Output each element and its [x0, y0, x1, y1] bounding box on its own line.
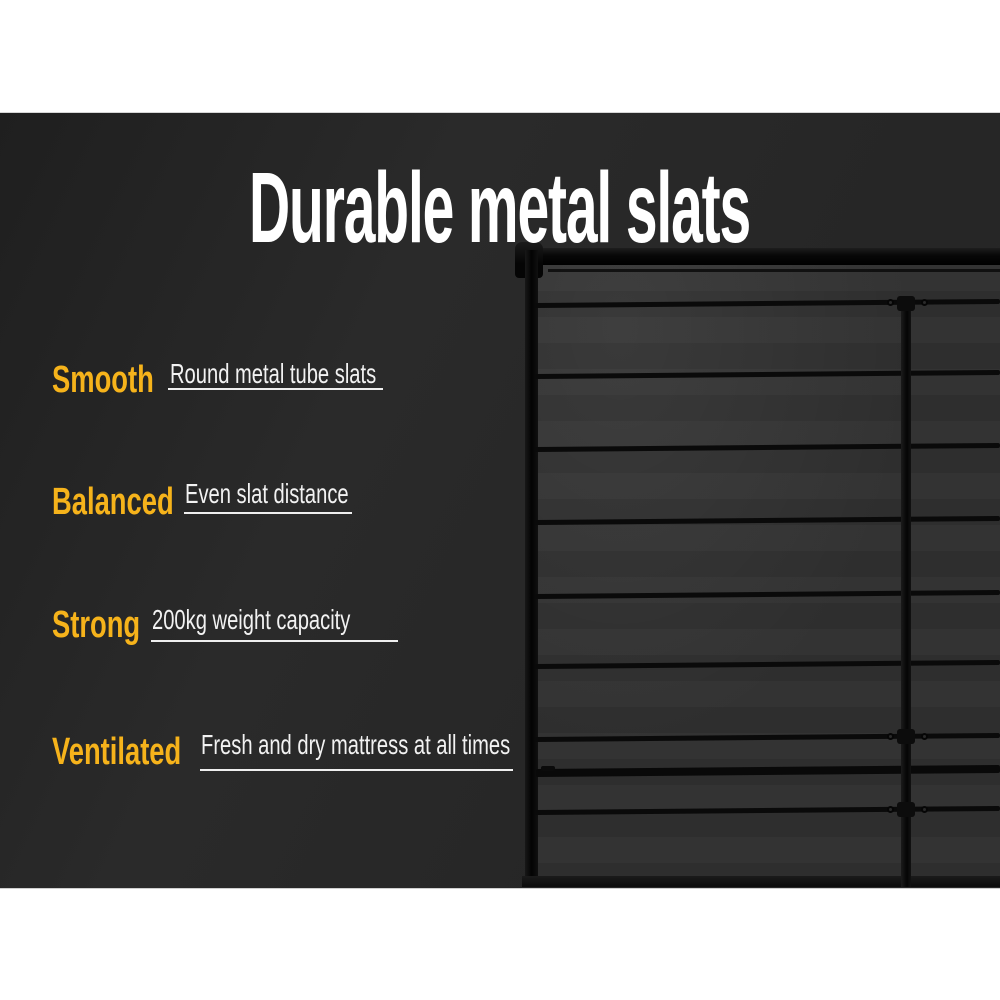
feature-desc-strong: 200kg weight capacity — [152, 604, 351, 635]
feature-underline — [168, 388, 383, 390]
slat-clamp — [897, 729, 915, 744]
feature-label-smooth: Smooth — [52, 359, 154, 401]
clamp-bolt — [921, 806, 928, 813]
slat-clamp — [897, 802, 915, 817]
feature-underline — [200, 769, 513, 771]
feature-label-ventilated: Ventilated — [52, 731, 182, 773]
feature-label-balanced: Balanced — [52, 481, 174, 523]
slat-clamp — [897, 296, 915, 311]
bed-left-side-rail — [525, 250, 538, 880]
feature-underline — [184, 512, 352, 514]
page-title-text: Durable metal slats — [249, 152, 751, 264]
clamp-bolt — [887, 299, 894, 306]
clamp-bolt — [921, 733, 928, 740]
page-title: Durable metal slats — [0, 158, 1000, 258]
bed-top-rail — [522, 248, 1000, 265]
bed-frame-interior — [537, 265, 1000, 877]
clamp-bolt — [921, 299, 928, 306]
centre-support-bar — [901, 298, 911, 887]
feature-label-strong: Strong — [52, 604, 141, 646]
feature-underline — [151, 640, 398, 642]
bed-inner-rail-edge — [548, 269, 1000, 272]
bed-rail-bracket — [541, 766, 555, 771]
clamp-bolt — [887, 733, 894, 740]
feature-desc-ventilated: Fresh and dry mattress at all times — [201, 729, 511, 760]
feature-desc-balanced: Even slat distance — [185, 478, 349, 509]
clamp-bolt — [887, 806, 894, 813]
bed-frame-bottom-edge — [522, 876, 1000, 887]
feature-desc-smooth: Round metal tube slats — [170, 358, 377, 389]
